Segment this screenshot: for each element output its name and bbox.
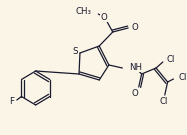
Text: O: O bbox=[101, 13, 108, 21]
Text: S: S bbox=[72, 46, 78, 55]
Text: NH: NH bbox=[129, 63, 142, 72]
Text: Cl: Cl bbox=[160, 97, 168, 105]
Text: F: F bbox=[10, 97, 15, 107]
Text: O: O bbox=[131, 89, 138, 97]
Text: Cl: Cl bbox=[167, 55, 175, 63]
Text: CH₃: CH₃ bbox=[76, 8, 91, 16]
Text: Cl: Cl bbox=[178, 73, 187, 82]
Text: O: O bbox=[131, 23, 138, 31]
